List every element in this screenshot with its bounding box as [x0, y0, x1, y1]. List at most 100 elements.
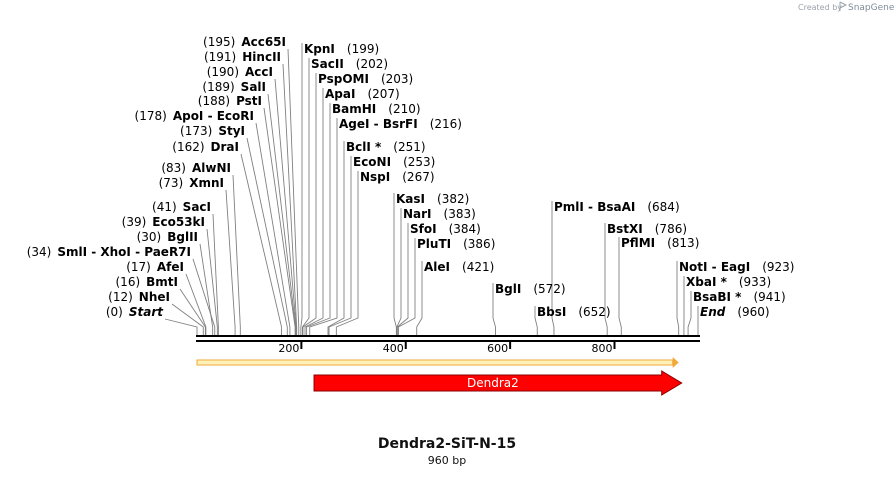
site-econi[interactable]: EcoNI(253): [353, 155, 435, 169]
site-start[interactable]: Start (0): [106, 305, 164, 319]
site-pspomi[interactable]: PspOMI (203): [318, 72, 413, 86]
site-name-apoi-ecori[interactable]: ApoI - EcoRI: [173, 109, 254, 123]
site-nhei[interactable]: NheI(12): [108, 290, 170, 304]
construct-name: Dendra2-SiT-N-15: [378, 436, 516, 452]
leader-line-drai: [241, 154, 282, 335]
site-sfoi[interactable]: SfoI(384): [410, 222, 481, 236]
site-name-kasi[interactable]: KasI: [396, 192, 425, 206]
site-xbai[interactable]: XbaI *(933): [686, 275, 771, 289]
site-agei-bsrfi[interactable]: AgeI - BsrFI(216): [339, 117, 462, 131]
site-kasi[interactable]: KasI(382): [396, 192, 469, 206]
site-name-nari[interactable]: NarI: [403, 207, 432, 221]
site-name-alwni[interactable]: AlwNI: [192, 161, 231, 175]
site-name-acc65i[interactable]: Acc65I: [241, 35, 286, 49]
site-name-acci[interactable]: AccI: [245, 65, 273, 79]
site-name-bcli[interactable]: BclI *: [346, 140, 382, 154]
site-name-drai[interactable]: DraI: [211, 140, 239, 154]
site-bmti[interactable]: BmtI(16): [116, 275, 179, 289]
site-name-hincii[interactable]: HincII: [242, 50, 281, 64]
site-name-bgli[interactable]: BglI: [495, 282, 521, 296]
site-name-psti[interactable]: PstI: [236, 94, 262, 108]
site-styi[interactable]: StyI(173): [180, 124, 245, 138]
site-name-saci[interactable]: SacI: [183, 200, 211, 214]
site-eco53ki[interactable]: Eco53kI(39): [122, 215, 205, 229]
leader-line-pflmi: [619, 237, 621, 335]
site-position-apoi-ecori: (178): [135, 109, 167, 123]
site-name-sali[interactable]: SalI: [241, 80, 266, 94]
site-acc65i[interactable]: Acc65I(195): [203, 35, 286, 49]
site-name-pmli-bsaai[interactable]: PmlI - BsaAI: [554, 200, 635, 214]
site-position-start: (0): [106, 305, 123, 319]
site-name-smli-xhoi-paer7i[interactable]: SmlI - XhoI - PaeR7I: [57, 245, 191, 259]
site-name-alei[interactable]: AleI: [424, 260, 450, 274]
site-smli-xhoi-paer7i[interactable]: SmlI - XhoI - PaeR7I(34): [27, 245, 191, 259]
site-name-pluti[interactable]: PluTI: [417, 237, 451, 251]
site-bcli[interactable]: BclI *(251): [346, 140, 426, 154]
site-apai[interactable]: ApaI (207): [325, 87, 400, 101]
site-name-afei[interactable]: AfeI: [157, 260, 184, 274]
site-bgli[interactable]: BglI(572): [495, 282, 566, 296]
site-bamhi[interactable]: BamHI(210): [332, 102, 421, 116]
site-psti[interactable]: PstI (188): [198, 94, 262, 108]
site-position-apai: (207): [367, 87, 399, 101]
site-name-econi[interactable]: EcoNI: [353, 155, 391, 169]
site-nspi[interactable]: NspI(267): [360, 170, 435, 184]
site-position-drai: (162): [172, 140, 204, 154]
site-bsabi[interactable]: BsaBI *(941): [693, 290, 786, 304]
site-nari[interactable]: NarI(383): [403, 207, 476, 221]
site-apoi-ecori[interactable]: ApoI - EcoRI (178): [135, 109, 254, 123]
leader-line-styi: [247, 138, 287, 335]
site-bbsi[interactable]: BbsI(652): [537, 305, 611, 319]
site-sacii[interactable]: SacII(202): [311, 57, 388, 71]
orf-arrow[interactable]: [197, 357, 679, 368]
site-hincii[interactable]: HincII(191): [204, 50, 281, 64]
site-name-eco53ki[interactable]: Eco53kI: [152, 215, 205, 229]
site-alei[interactable]: AleI(421): [424, 260, 494, 274]
site-name-bstxi[interactable]: BstXI: [607, 222, 643, 236]
site-drai[interactable]: DraI (162): [172, 140, 239, 154]
site-kpni[interactable]: KpnI(199): [304, 42, 379, 56]
site-acci[interactable]: AccI(190): [207, 65, 273, 79]
site-saci[interactable]: SacI(41): [152, 200, 211, 214]
site-afei[interactable]: AfeI(17): [126, 260, 184, 274]
site-name-nspi[interactable]: NspI: [360, 170, 390, 184]
site-name-xbai[interactable]: XbaI *: [686, 275, 728, 289]
site-name-styi[interactable]: StyI: [218, 124, 245, 138]
orf-bar[interactable]: [197, 360, 673, 365]
site-name-sfoi[interactable]: SfoI: [410, 222, 437, 236]
site-name-bamhi[interactable]: BamHI: [332, 102, 376, 116]
site-name-pspomi[interactable]: PspOMI: [318, 72, 369, 86]
site-xmni[interactable]: XmnI(73): [159, 176, 224, 190]
site-noti-eagi[interactable]: NotI - EagI(923): [679, 260, 794, 274]
site-alwni[interactable]: AlwNI(83): [161, 161, 231, 175]
site-position-pspomi: (203): [381, 72, 413, 86]
site-bglii[interactable]: BglII (30): [137, 230, 198, 244]
site-name-bsabi[interactable]: BsaBI *: [693, 290, 742, 304]
site-position-bglii: (30): [137, 230, 162, 244]
site-name-xmni[interactable]: XmnI: [189, 176, 224, 190]
feature-track: Dendra2: [314, 371, 682, 395]
site-name-start[interactable]: Start: [129, 305, 164, 319]
site-pflmi[interactable]: PflMI(813): [621, 236, 699, 250]
site-sali[interactable]: SalI(189): [202, 80, 266, 94]
site-name-agei-bsrfi[interactable]: AgeI - BsrFI: [339, 117, 418, 131]
site-name-bbsi[interactable]: BbsI: [537, 305, 566, 319]
site-position-psti: (188): [198, 94, 230, 108]
site-name-end[interactable]: End: [700, 305, 726, 319]
site-end[interactable]: End(960): [700, 305, 770, 319]
site-name-nhei[interactable]: NheI: [139, 290, 170, 304]
site-name-apai[interactable]: ApaI: [325, 87, 355, 101]
leader-line-kasi: [394, 193, 396, 335]
site-name-sacii[interactable]: SacII: [311, 57, 344, 71]
site-name-kpni[interactable]: KpnI: [304, 42, 335, 56]
tick-label-200: 200: [278, 342, 299, 355]
site-name-pflmi[interactable]: PflMI: [621, 236, 655, 250]
site-pluti[interactable]: PluTI(386): [417, 237, 495, 251]
site-bstxi[interactable]: BstXI(786): [607, 222, 687, 236]
site-name-bglii[interactable]: BglII: [167, 230, 198, 244]
site-name-bmti[interactable]: BmtI: [146, 275, 178, 289]
site-pmli-bsaai[interactable]: PmlI - BsaAI(684): [554, 200, 680, 214]
feature-dendra2[interactable]: Dendra2: [314, 371, 682, 395]
site-name-noti-eagi[interactable]: NotI - EagI: [679, 260, 750, 274]
